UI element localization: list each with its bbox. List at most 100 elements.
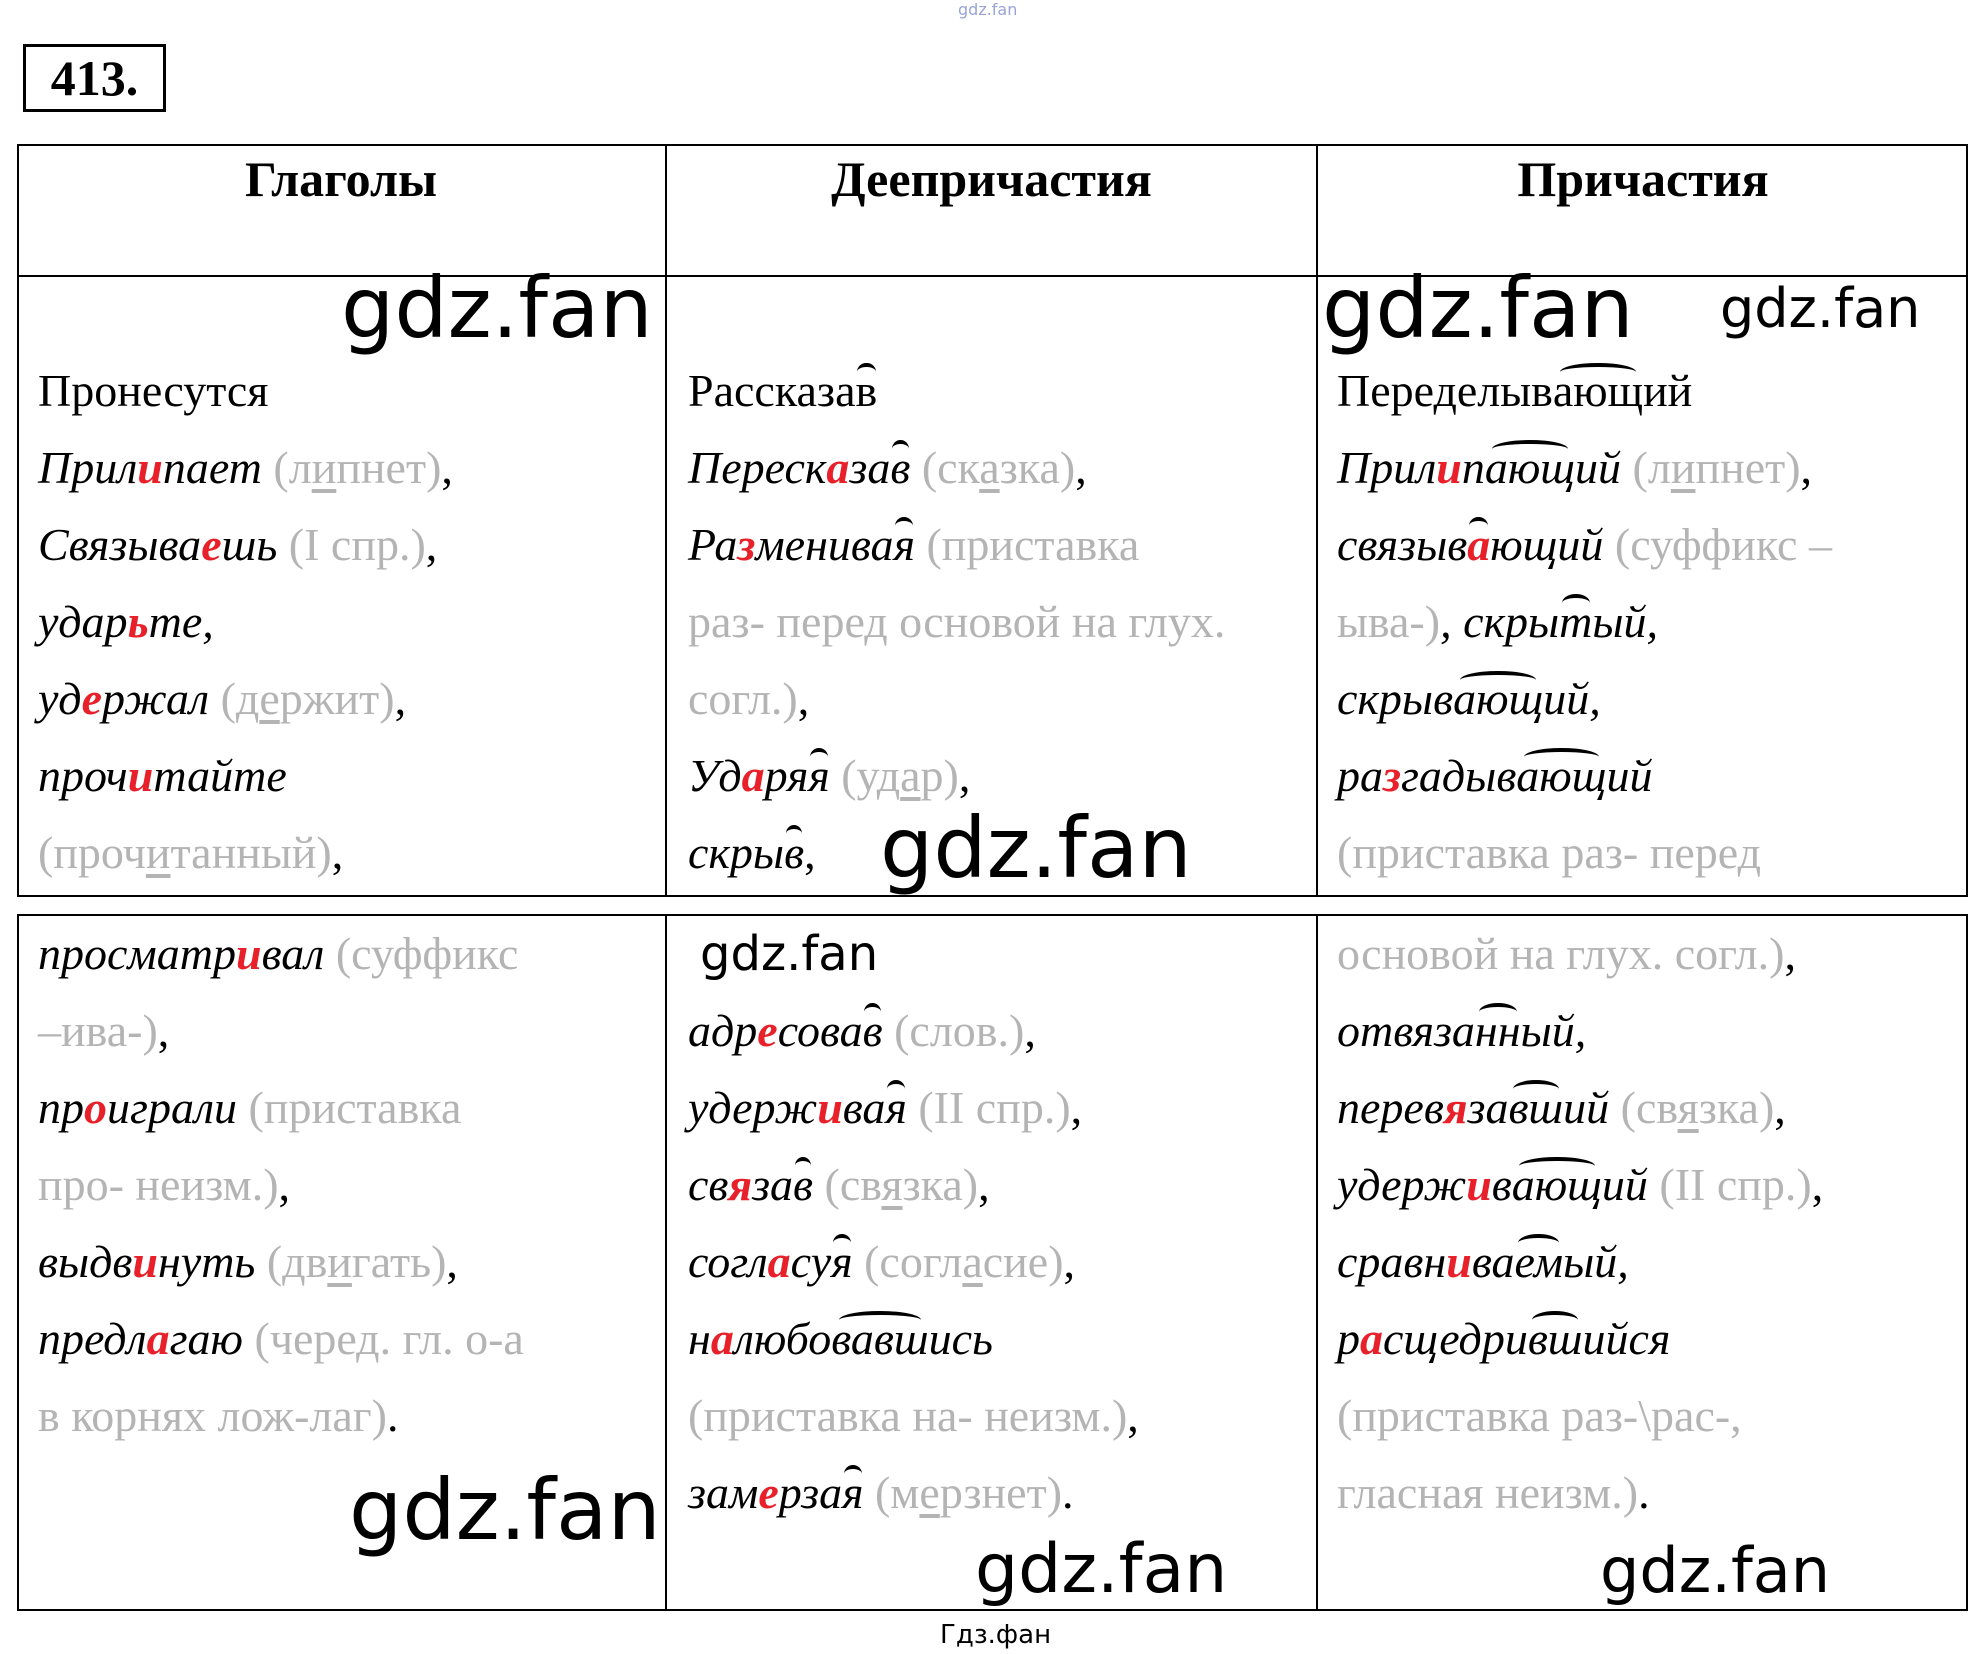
text-line: Разменивая (приставка <box>688 506 1225 583</box>
note-text: (согл <box>852 1236 963 1287</box>
text-line: адресовав (слов.), <box>688 992 1139 1069</box>
morpheme-arc-segment: ающ <box>1511 1159 1602 1210</box>
note-text: основой на глух. согл.) <box>1337 928 1785 979</box>
word-text: связыв <box>1337 519 1468 570</box>
word-text: гаю <box>169 1313 255 1364</box>
note-text: (д <box>220 673 260 724</box>
morpheme-arc-segment: в <box>862 1005 883 1056</box>
word-text: отвяза <box>1337 1005 1475 1056</box>
morpheme-arc-segment: ающ <box>1552 365 1644 416</box>
highlighted-letter: з <box>1383 750 1401 801</box>
word-text: нуть <box>157 1236 267 1287</box>
highlighted-letter: и <box>137 442 163 493</box>
note-text: (приставка <box>914 519 1140 570</box>
word-text: Прил <box>38 442 138 493</box>
text-line: налюбовавшись <box>688 1300 1139 1377</box>
note-text: р) <box>920 750 959 801</box>
word-text: менива <box>755 519 894 570</box>
word-text: , <box>1075 442 1087 493</box>
morpheme-arc-segment: ем <box>1514 1236 1564 1287</box>
watermark: gdz.fan <box>1600 1534 1831 1607</box>
word-text: , <box>1127 1390 1139 1441</box>
morpheme-arc-segment: ающ <box>1516 750 1607 801</box>
text-line: прочитайте <box>38 737 453 814</box>
word-text: пр <box>38 1082 84 1133</box>
note-text: (проч <box>38 827 146 878</box>
text-line: про- неизм.), <box>38 1146 524 1223</box>
morpheme-arc-segment: вш <box>1508 1082 1564 1133</box>
morpheme-arc-segment: а <box>1467 519 1491 570</box>
word-text: тайте <box>153 750 287 801</box>
text-line: замерзая (мерзнет). <box>688 1454 1139 1531</box>
note-underlined-letter: е <box>919 1467 940 1518</box>
text-line: ударьте, <box>38 583 453 660</box>
word-text: те, <box>148 596 214 647</box>
word-text: сова <box>777 1005 863 1056</box>
highlighted-letter: я <box>1443 1082 1468 1133</box>
text-line: сравниваемый, <box>1337 1223 1823 1300</box>
word-text: су <box>790 1236 832 1287</box>
text-line: связав (связка), <box>688 1146 1139 1223</box>
text-line: основой на глух. согл.), <box>1337 915 1823 992</box>
word-text: св <box>688 1159 729 1210</box>
word-text: Уд <box>688 750 742 801</box>
text-line: ыва-), скрытый, <box>1337 583 1832 660</box>
word-text: , <box>441 442 453 493</box>
word-text: , <box>1800 442 1813 493</box>
watermark: gdz.fan <box>880 799 1192 897</box>
highlighted-letter: а <box>1360 1313 1383 1364</box>
note-text: (св <box>813 1159 882 1210</box>
word-text: ий <box>1606 750 1653 801</box>
word-text: за <box>1467 1082 1509 1133</box>
word-text: , <box>446 1236 458 1287</box>
text-line: скрывающий, <box>1337 660 1832 737</box>
note-text: танный) <box>170 827 332 878</box>
word-text: ий <box>1575 442 1633 493</box>
watermark: gdz.fan <box>975 1530 1228 1609</box>
highlighted-letter: з <box>737 519 756 570</box>
word-text: , <box>157 1005 170 1056</box>
word-text: за <box>752 1159 794 1210</box>
text-line: расщедрившийся <box>1337 1300 1823 1377</box>
text-line: скрыв, <box>688 814 1225 891</box>
morpheme-arc-segment: я <box>885 1082 907 1133</box>
word-text: , <box>331 827 344 878</box>
note-text: пнет) <box>1695 442 1801 493</box>
word-text: Пронесутся <box>38 365 269 416</box>
highlighted-letter: е <box>81 673 102 724</box>
highlighted-letter: а <box>741 750 765 801</box>
table-border-top <box>17 144 1968 897</box>
column-divider <box>665 144 667 897</box>
morpheme-arc-segment: т <box>1559 596 1593 647</box>
word-text: предл <box>38 1313 147 1364</box>
column-divider <box>665 914 667 1611</box>
note-text: ыва-) <box>1337 596 1441 647</box>
highlighted-letter: ь <box>127 596 149 647</box>
word-text: , <box>1774 1082 1786 1133</box>
watermark: gdz.fan <box>341 259 653 357</box>
top-watermark: gdz.fan <box>958 0 1018 19</box>
word-text: адр <box>688 1005 758 1056</box>
note-text: (м <box>863 1467 920 1518</box>
text-line: Пересказав (сказка), <box>688 429 1225 506</box>
note-text: (приставка раз-\рас-, <box>1337 1390 1742 1441</box>
column-divider <box>1316 914 1318 1611</box>
text-line: в корнях лож-лаг). <box>38 1377 524 1454</box>
highlighted-letter: е <box>757 1005 778 1056</box>
cell-gerunds-1: Рассказав Пересказав (сказка), Разменивая … <box>688 352 1225 891</box>
word-text: зам <box>688 1467 759 1518</box>
highlighted-letter: и <box>817 1082 843 1133</box>
text-line: (приставка раз-\рас-, <box>1337 1377 1823 1454</box>
word-text: любо <box>733 1313 832 1364</box>
word-text: , <box>394 673 407 724</box>
note-underlined-letter: и <box>1670 442 1696 493</box>
note-text: рзнет) <box>939 1467 1063 1518</box>
word-text: Переделыв <box>1337 365 1553 416</box>
note-underlined-letter: а <box>900 750 921 801</box>
word-text: ийся <box>1582 1313 1671 1364</box>
word-text: сравн <box>1337 1236 1447 1287</box>
word-text: , <box>797 673 810 724</box>
note-text: про- неизм.) <box>38 1159 279 1210</box>
footer-text: Гдз.фан <box>940 1620 1052 1650</box>
word-text: ва <box>842 1082 886 1133</box>
